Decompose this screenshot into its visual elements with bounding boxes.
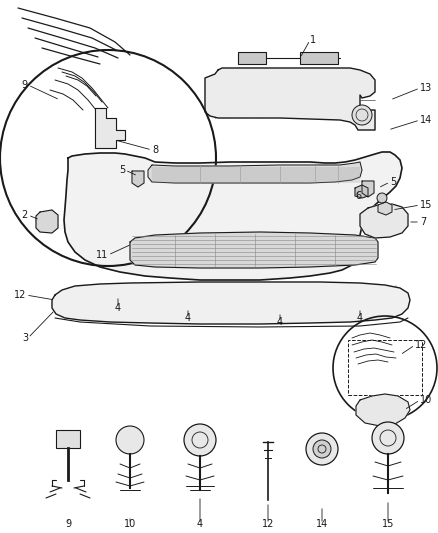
Text: 3: 3: [22, 333, 28, 343]
Text: 12: 12: [415, 340, 427, 350]
Text: 7: 7: [420, 217, 426, 227]
Text: 14: 14: [420, 115, 432, 125]
Text: 8: 8: [152, 145, 158, 155]
Polygon shape: [132, 171, 144, 187]
Polygon shape: [360, 204, 408, 238]
Text: =: =: [65, 436, 71, 442]
Text: 1: 1: [310, 35, 316, 45]
Bar: [238, 52, 266, 64]
Text: 12: 12: [262, 519, 274, 529]
Polygon shape: [355, 185, 368, 198]
Text: 10: 10: [124, 519, 136, 529]
Text: 5: 5: [390, 177, 396, 187]
Circle shape: [184, 424, 216, 456]
Polygon shape: [148, 162, 362, 183]
Text: 4: 4: [115, 303, 121, 313]
Polygon shape: [52, 282, 410, 324]
Text: 15: 15: [420, 200, 432, 210]
Polygon shape: [64, 152, 402, 280]
Circle shape: [352, 105, 372, 125]
Text: 14: 14: [316, 519, 328, 529]
Polygon shape: [36, 210, 58, 233]
Text: 4: 4: [197, 519, 203, 529]
Polygon shape: [378, 202, 392, 215]
Polygon shape: [205, 68, 375, 130]
Text: 15: 15: [382, 519, 394, 529]
Text: 4: 4: [357, 313, 363, 323]
Circle shape: [116, 426, 144, 454]
Polygon shape: [362, 181, 374, 197]
Bar: [56, 430, 80, 448]
Text: 9: 9: [65, 519, 71, 529]
Text: 11: 11: [96, 250, 108, 260]
Circle shape: [372, 422, 404, 454]
Text: 2: 2: [22, 210, 28, 220]
Text: 4: 4: [277, 317, 283, 327]
Bar: [348, 340, 422, 395]
Circle shape: [377, 193, 387, 203]
Text: 9: 9: [22, 80, 28, 90]
Text: 4: 4: [185, 313, 191, 323]
Text: 10: 10: [420, 395, 432, 405]
Polygon shape: [356, 394, 410, 426]
Circle shape: [306, 433, 338, 465]
Text: 13: 13: [420, 83, 432, 93]
Polygon shape: [95, 108, 125, 148]
Text: 6: 6: [355, 191, 361, 201]
Polygon shape: [130, 232, 378, 268]
Text: 5: 5: [119, 165, 125, 175]
Text: 12: 12: [14, 290, 26, 300]
Circle shape: [313, 440, 331, 458]
Bar: [300, 52, 338, 64]
